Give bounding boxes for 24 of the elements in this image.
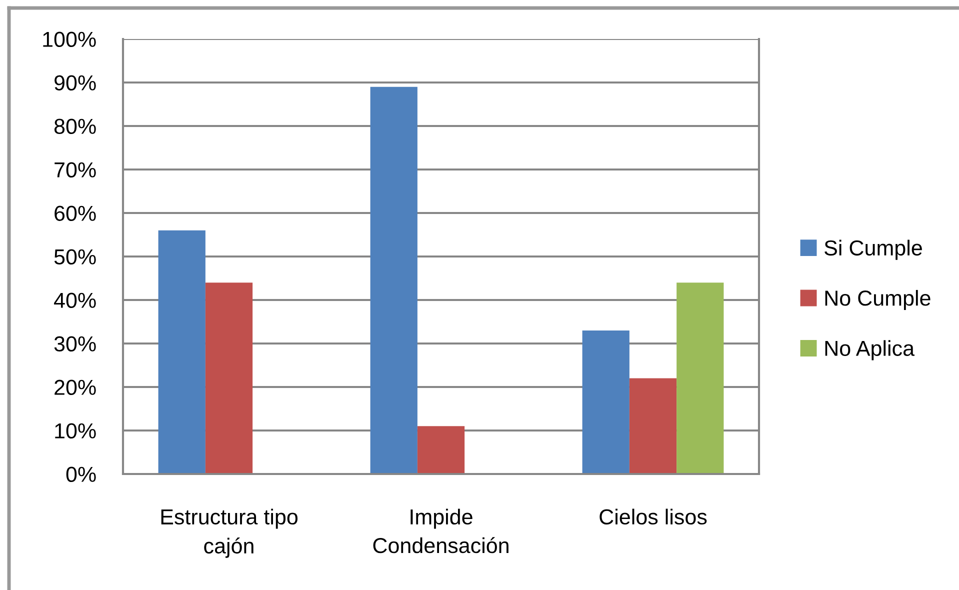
legend-label: Si Cumple — [824, 240, 922, 260]
bar — [676, 282, 724, 474]
y-tick-label: 30% — [54, 336, 96, 352]
y-tick-label: 50% — [54, 249, 96, 265]
y-tick-label: 100% — [43, 32, 96, 48]
y-tick-label: 20% — [54, 380, 96, 396]
legend-label: No Cumple — [825, 290, 930, 310]
x-tick-label: Estructura tipo cajón — [161, 508, 298, 558]
bar — [158, 230, 206, 474]
x-tick-label: Cielos lisos — [600, 508, 707, 525]
bar — [370, 86, 418, 474]
y-tick-label: 40% — [54, 292, 96, 308]
y-tick-label: 60% — [54, 206, 96, 222]
y-tick-label: 90% — [54, 75, 96, 91]
x-tick-label: Impide Condensación — [373, 508, 508, 554]
bar — [582, 330, 630, 474]
bar — [205, 282, 253, 474]
y-tick-label: 0% — [66, 466, 96, 482]
y-tick-label: 80% — [54, 118, 96, 134]
y-tick-label: 70% — [54, 162, 96, 178]
y-tick-label: 10% — [55, 423, 96, 439]
bar — [629, 378, 677, 474]
bar — [417, 426, 465, 474]
legend-label: No Aplica — [825, 340, 915, 360]
